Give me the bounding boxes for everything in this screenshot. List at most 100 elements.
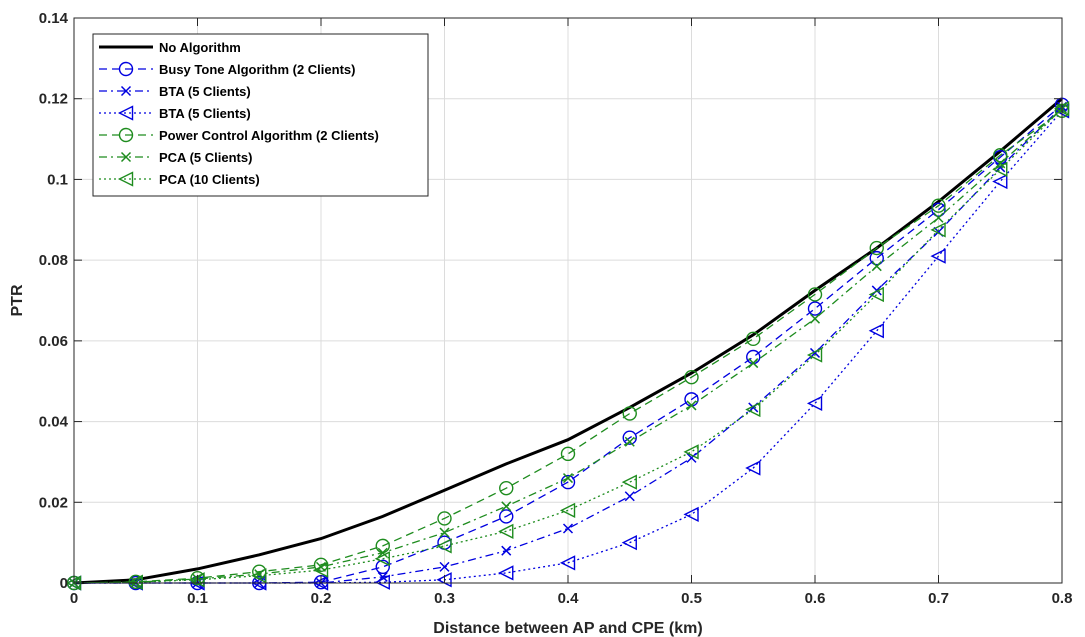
data-point <box>931 202 946 217</box>
data-point <box>374 574 390 590</box>
legend-label: BTA (5 Clients) <box>159 106 251 121</box>
legend-item: No Algorithm <box>99 40 241 55</box>
legend-marker <box>120 151 132 163</box>
data-point <box>559 555 576 571</box>
y-tick-label: 0.08 <box>39 252 68 269</box>
legend-marker <box>118 127 134 143</box>
x-tick-label: 0.6 <box>805 590 826 607</box>
y-tick-label: 0 <box>60 575 68 592</box>
data-point <box>807 301 823 316</box>
data-point <box>560 446 576 462</box>
data-point <box>560 474 576 490</box>
data-point <box>745 460 761 476</box>
series-line <box>74 104 1063 584</box>
series-line <box>73 97 1063 585</box>
y-tick-label: 0.06 <box>39 333 68 350</box>
y-tick-label: 0.02 <box>39 494 68 511</box>
data-point <box>375 559 390 575</box>
legend-label: Busy Tone Algorithm (2 Clients) <box>159 62 355 77</box>
data-point <box>499 509 514 524</box>
x-tick-label: 0.5 <box>681 590 702 607</box>
data-point <box>869 250 884 266</box>
data-point <box>746 331 761 347</box>
data-point <box>436 538 452 554</box>
legend-marker <box>118 61 134 77</box>
series-line <box>74 110 1063 584</box>
legend-item: BTA (5 Clients) <box>99 84 251 99</box>
data-point <box>127 574 143 590</box>
data-point <box>498 523 514 539</box>
legend-label: PCA (10 Clients) <box>159 172 260 187</box>
data-point <box>377 547 388 558</box>
legend-label: No Algorithm <box>159 40 241 55</box>
data-point <box>562 473 574 484</box>
data-point <box>806 395 823 412</box>
data-point <box>992 161 1008 177</box>
x-tick-label: 0.7 <box>928 590 949 607</box>
data-point <box>622 430 637 445</box>
legend-marker <box>117 171 134 187</box>
x-axis-label: Distance between AP and CPE (km) <box>433 620 702 637</box>
data-point <box>995 158 1006 169</box>
data-point <box>621 474 637 490</box>
y-tick-label: 0.12 <box>39 91 68 108</box>
data-point <box>624 436 635 447</box>
data-point <box>993 148 1008 163</box>
data-point <box>748 358 759 369</box>
x-tick-label: 0.4 <box>558 590 580 607</box>
legend-item: PCA (5 Clients) <box>99 150 252 165</box>
y-tick-label: 0.1 <box>47 171 68 188</box>
data-point <box>806 347 823 363</box>
data-point <box>930 222 946 238</box>
data-point <box>869 240 884 256</box>
data-point <box>621 535 637 551</box>
data-point <box>439 561 450 572</box>
data-point <box>501 545 512 556</box>
data-point <box>683 444 699 460</box>
data-point <box>312 562 329 578</box>
data-point <box>871 261 882 272</box>
legend-label: Power Control Algorithm (2 Clients) <box>159 128 379 143</box>
series-0 <box>73 97 1063 585</box>
x-tick-label: 0.1 <box>187 590 208 607</box>
legend-label: PCA (5 Clients) <box>159 150 252 165</box>
data-point <box>622 406 637 421</box>
data-point <box>499 480 514 496</box>
y-tick-label: 0.04 <box>39 414 69 431</box>
data-point <box>992 173 1008 190</box>
data-point <box>374 551 390 567</box>
series-5 <box>68 103 1068 589</box>
data-point <box>868 286 884 303</box>
data-point <box>501 501 512 512</box>
legend-marker <box>117 105 134 121</box>
data-point <box>686 400 697 411</box>
legend-label: BTA (5 Clients) <box>159 84 251 99</box>
data-point <box>868 323 884 339</box>
data-point <box>562 523 574 534</box>
data-point <box>686 452 697 463</box>
y-tick-label: 0.14 <box>39 10 69 27</box>
legend-item: BTA (5 Clients) <box>99 105 251 121</box>
x-tick-label: 0.2 <box>311 590 332 607</box>
legend-item: Busy Tone Algorithm (2 Clients) <box>99 61 355 77</box>
data-point <box>437 511 452 526</box>
legend: No Algorithm Busy Tone Algorithm (2 Clien… <box>92 33 429 197</box>
y-axis-label: PTR <box>9 284 26 316</box>
x-tick-label: 0.8 <box>1052 590 1073 607</box>
data-point <box>745 401 761 418</box>
data-point <box>807 287 823 302</box>
x-tick-label: 0 <box>70 590 78 607</box>
series-line <box>73 110 1063 584</box>
data-point <box>439 527 450 538</box>
legend-box <box>92 33 429 197</box>
legend-item: Power Control Algorithm (2 Clients) <box>99 127 379 143</box>
data-point <box>930 248 946 264</box>
series-line <box>73 108 1063 584</box>
data-point <box>683 506 699 523</box>
axis-ticks: 0 0.1 0.2 0.3 0.4 0.5 0.6 0.7 0.8 0 0.02 0.04 0.06 0.… <box>39 10 1073 607</box>
data-point <box>624 491 635 502</box>
data-point <box>498 565 514 581</box>
x-tick-label: 0.3 <box>434 590 455 607</box>
legend-marker <box>120 85 132 97</box>
